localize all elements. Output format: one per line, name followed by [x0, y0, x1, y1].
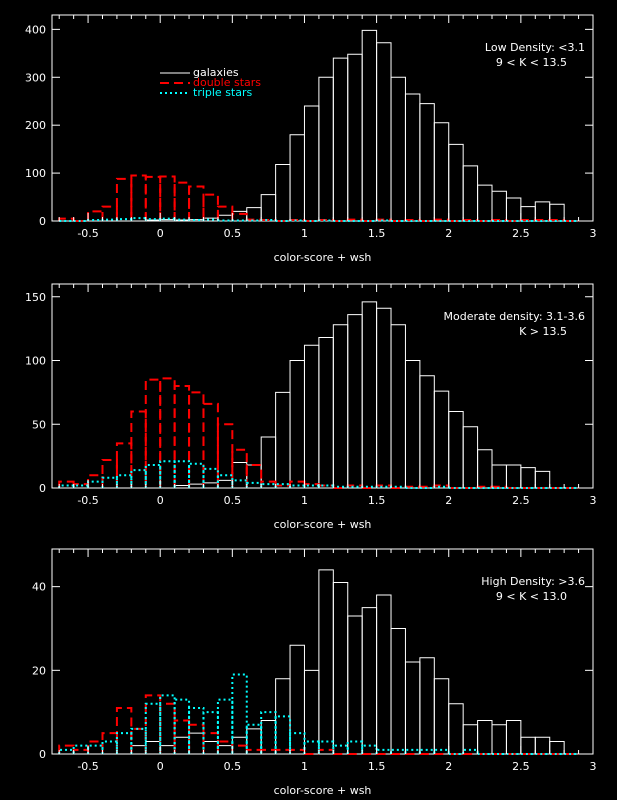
double-stars-bar: [245, 464, 263, 488]
triple-stars-bar: [188, 462, 205, 488]
x-tick-label: 2.5: [512, 494, 530, 507]
triple-stars-bar: [346, 740, 364, 754]
density-annotation: High Density: >3.6: [481, 575, 585, 588]
y-tick-label: 300: [25, 71, 46, 84]
x-tick-label: 3: [590, 227, 597, 240]
double-stars-bar: [130, 410, 147, 488]
y-tick-label: 150: [25, 291, 46, 304]
triple-stars-bar: [115, 474, 133, 488]
k-range-annotation: K > 13.5: [519, 325, 567, 338]
x-axis-label: color-score + wsh: [274, 784, 372, 797]
panel-low-density: -0.5 0 0.5 1 1.5 2 2.5 3 0 100 200 300 400 Low Densi…: [25, 14, 597, 264]
x-axis-label: color-score + wsh: [274, 518, 372, 531]
triple-stars-bar: [87, 744, 104, 754]
x-tick-label: 0: [157, 494, 164, 507]
density-annotation: Moderate density: 3.1-3.6: [443, 310, 585, 323]
x-tick-label: -0.5: [77, 760, 98, 773]
x-tick-label: 2: [445, 494, 452, 507]
double-stars-bar: [144, 175, 162, 221]
triple-stars-bar: [202, 711, 219, 754]
k-range-annotation: 9 < K < 13.0: [496, 590, 567, 603]
axis-ticks: -0.5 0 0.5 1 1.5 2 2.5 3 0 50 100 150: [25, 284, 597, 507]
galaxies-bar: [534, 470, 551, 488]
legend-galaxies-label: galaxies: [193, 66, 239, 79]
double-stars-bar: [202, 193, 219, 221]
x-tick-label: 0.5: [224, 227, 242, 240]
triple-stars-bar: [144, 464, 162, 488]
axis-ticks: -0.5 0 0.5 1 1.5 2 2.5 3 0 20 40: [32, 549, 597, 773]
triple-stars-bar: [101, 476, 118, 488]
legend: galaxies double stars triple stars: [160, 66, 261, 99]
x-tick-label: 3: [590, 760, 597, 773]
x-axis-label: color-score + wsh: [274, 251, 372, 264]
x-tick-label: 0.5: [224, 760, 242, 773]
x-tick-label: 2.5: [512, 227, 530, 240]
y-tick-label: 0: [39, 215, 46, 228]
x-tick-label: 1: [301, 227, 308, 240]
double-stars-bar: [144, 378, 162, 488]
triple-stars-bar: [260, 711, 277, 754]
triple-stars-bar: [317, 740, 335, 754]
x-tick-label: 1.5: [368, 760, 386, 773]
double-stars-bar: [173, 385, 191, 488]
legend-triple-label: triple stars: [193, 86, 253, 99]
x-tick-label: 2: [445, 227, 452, 240]
triple-stars-bar: [202, 467, 219, 488]
plot-frame: [51, 548, 594, 755]
x-tick-label: 1.5: [368, 494, 386, 507]
x-tick-label: 0: [157, 227, 164, 240]
double-stars-bar: [159, 175, 176, 221]
k-range-annotation: 9 < K < 13.5: [496, 56, 567, 69]
y-tick-label: 20: [32, 664, 46, 677]
galaxies-bar: [549, 203, 565, 221]
triple-stars-bar: [101, 740, 118, 754]
x-tick-label: 1.5: [368, 227, 386, 240]
double-stars-bar: [115, 442, 133, 488]
x-tick-label: -0.5: [77, 227, 98, 240]
triple-stars-bar: [216, 698, 234, 754]
triple-stars-bar: [144, 702, 162, 754]
x-tick-label: 3: [590, 494, 597, 507]
x-tick-label: 0: [157, 760, 164, 773]
y-tick-label: 0: [39, 482, 46, 495]
panel-high-density: -0.5 0 0.5 1 1.5 2 2.5 3 0 20 40 High Density: >3.…: [32, 548, 597, 797]
triple-stars-bar: [231, 673, 248, 754]
y-tick-label: 100: [25, 167, 46, 180]
y-tick-label: 200: [25, 119, 46, 132]
triple-stars-bar: [274, 715, 292, 754]
double-stars-bar: [130, 174, 147, 221]
x-tick-label: 1: [301, 760, 308, 773]
x-tick-label: 2.5: [512, 760, 530, 773]
double-stars-bar: [216, 423, 234, 488]
legend-double-label: double stars: [193, 76, 261, 89]
y-tick-label: 40: [32, 581, 46, 594]
triple-stars-bar: [130, 469, 147, 488]
plot-frame: [51, 283, 594, 489]
x-tick-label: 0.5: [224, 494, 242, 507]
panel-moderate-density: -0.5 0 0.5 1 1.5 2 2.5 3 0 50 100 150 Moderate dens…: [25, 283, 597, 531]
galaxies-bar: [549, 740, 565, 754]
double-stars-bar: [130, 727, 147, 754]
x-tick-label: 1: [301, 494, 308, 507]
axis-ticks: -0.5 0 0.5 1 1.5 2 2.5 3 0 100 200 300 400: [25, 15, 597, 240]
triple-stars-bar: [159, 694, 176, 754]
double-stars-bar: [58, 744, 75, 754]
triple-stars-bar: [245, 723, 263, 754]
triple-stars-bar: [216, 474, 234, 488]
x-tick-label: 2: [445, 760, 452, 773]
histogram-bars: [58, 569, 579, 755]
double-stars-bar: [188, 185, 205, 221]
double-stars-bar: [159, 377, 176, 488]
y-tick-label: 100: [25, 355, 46, 368]
y-tick-label: 0: [39, 748, 46, 761]
y-tick-label: 50: [32, 418, 46, 431]
x-tick-label: -0.5: [77, 494, 98, 507]
triple-stars-bar: [332, 744, 349, 754]
y-tick-label: 400: [25, 23, 46, 36]
triple-stars-bar: [173, 698, 191, 754]
density-annotation: Low Density: <3.1: [485, 41, 585, 54]
